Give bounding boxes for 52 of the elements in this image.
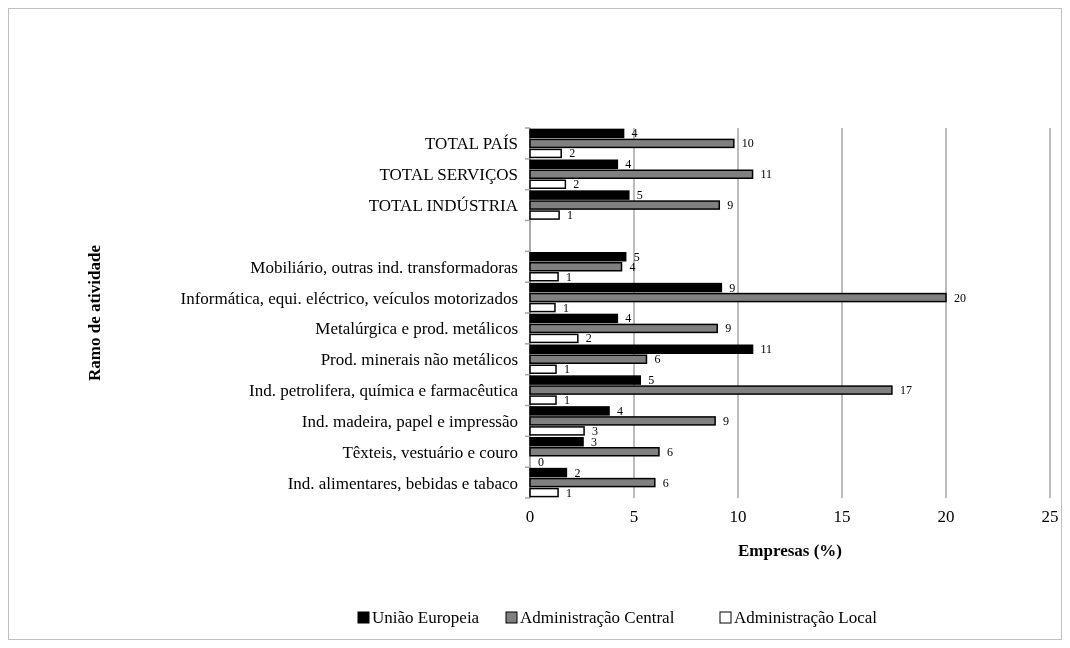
y-tick-label: Ind. petrolifera, química e farmacêutica — [248, 381, 519, 401]
data-label: 4 — [617, 403, 624, 418]
data-label: 1 — [564, 362, 570, 377]
data-label: 1 — [562, 300, 569, 315]
data-label: 5 — [636, 188, 643, 203]
data-label: 4 — [625, 311, 632, 326]
data-label: 6 — [666, 444, 673, 459]
y-tick-label: TOTAL PAÍS — [425, 134, 518, 154]
data-label: 4 — [631, 126, 638, 141]
data-label: 9 — [729, 280, 736, 295]
data-label: 1 — [564, 393, 570, 408]
data-label: 2 — [573, 177, 580, 192]
data-label: 1 — [566, 269, 573, 284]
y-tick-label: Ind. alimentares, bebidas e tabaco — [287, 473, 518, 493]
x-tick-label: 10 — [729, 507, 747, 526]
data-label: 9 — [727, 198, 734, 213]
legend-label: Administração Central — [520, 608, 675, 627]
x-tick-label: 0 — [525, 507, 535, 526]
x-tick-label: 20 — [937, 507, 955, 526]
data-label: 2 — [569, 146, 576, 161]
data-label: 20 — [954, 290, 966, 305]
y-tick-label: Prod. minerais não metálicos — [320, 350, 518, 370]
data-label: 9 — [725, 321, 732, 336]
data-label: 6 — [662, 475, 669, 490]
data-label: 9 — [723, 413, 730, 428]
data-label: 5 — [648, 373, 655, 388]
legend-label: União Europeia — [372, 608, 480, 627]
y-tick-label: Mobiliário, outras ind. transformadoras — [250, 257, 518, 277]
legend-label: Administração Local — [734, 608, 878, 627]
y-tick-label: TOTAL INDÚSTRIA — [368, 196, 519, 216]
data-label: 2 — [585, 331, 592, 346]
data-label: 11 — [760, 342, 773, 357]
data-label: 5 — [633, 249, 640, 264]
data-label: 1 — [567, 208, 574, 223]
y-tick-label: Metalúrgica e prod. metálicos — [315, 319, 518, 339]
data-label: 10 — [741, 136, 754, 151]
data-label: 4 — [625, 157, 632, 172]
data-label: 1 — [566, 485, 573, 500]
x-tick-label: 25 — [1041, 507, 1059, 526]
data-label: 17 — [899, 383, 912, 398]
y-tick-label: Ind. madeira, papel e impressão — [301, 411, 518, 431]
y-tick-label: TOTAL SERVIÇOS — [379, 165, 518, 185]
y-axis-title: Ramo de atividade — [85, 244, 104, 381]
data-label: 11 — [760, 167, 773, 182]
x-tick-label: 5 — [629, 507, 639, 526]
x-tick-label: 15 — [833, 507, 851, 526]
data-label: 6 — [654, 352, 661, 367]
data-label: 2 — [574, 465, 581, 480]
data-label: 0 — [538, 454, 544, 469]
y-tick-label: Informática, equi. eléctrico, veículos motorizados — [180, 288, 518, 308]
y-tick-label: Têxteis, vestuário e couro — [342, 442, 518, 462]
x-axis-title: Empresas (%) — [737, 541, 843, 560]
